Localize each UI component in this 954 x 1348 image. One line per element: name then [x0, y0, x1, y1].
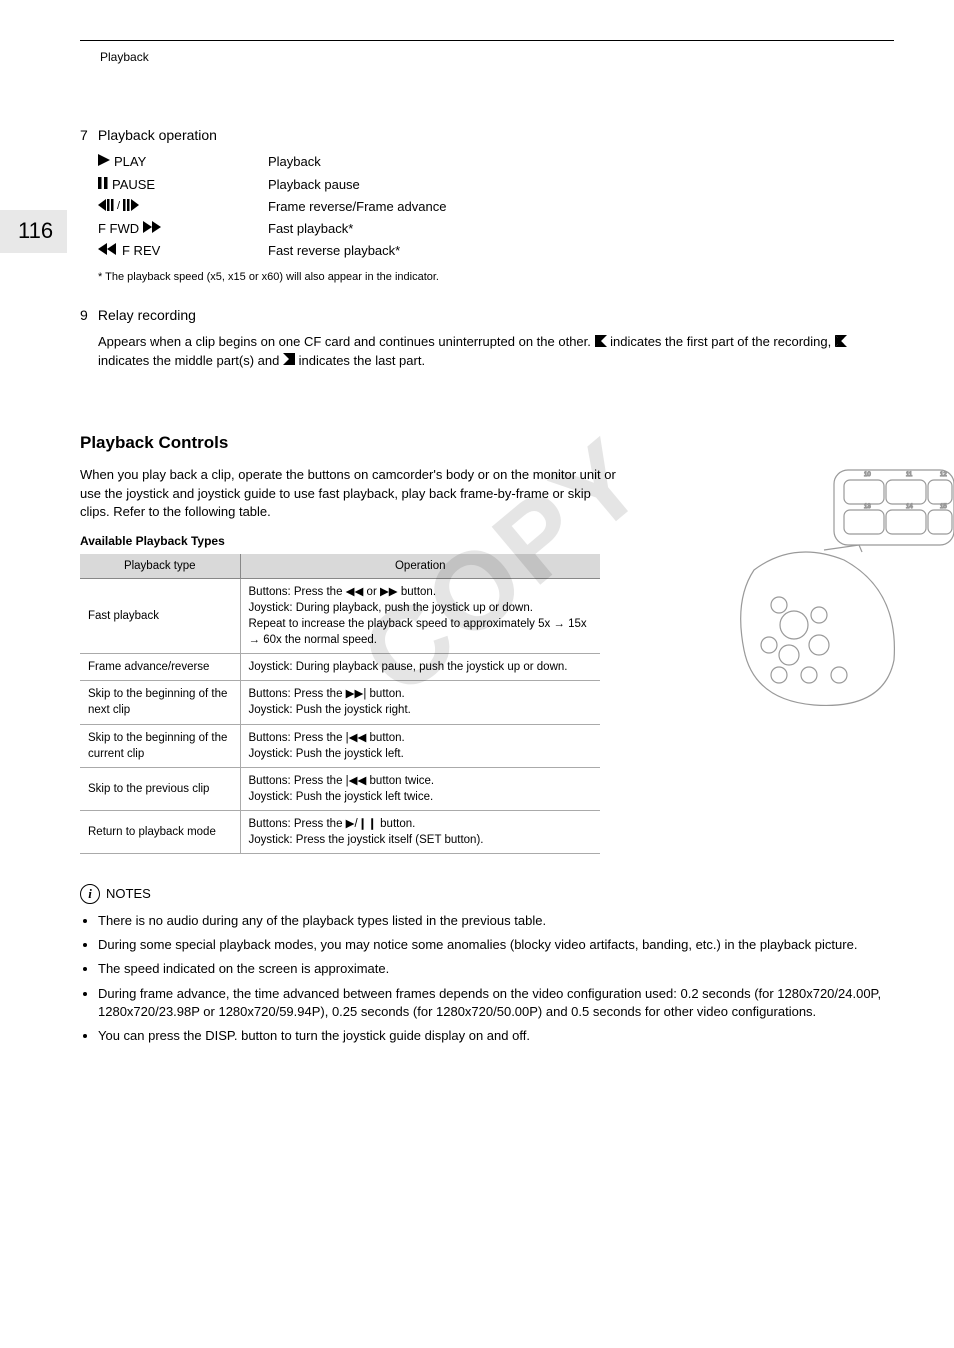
op-label: F REV	[122, 242, 160, 260]
frev-icon	[98, 242, 118, 260]
relay-text-4: indicates the last part.	[299, 353, 425, 368]
op-desc: Fast playback*	[268, 220, 894, 238]
relay-text-2: indicates the first part of the recordin…	[610, 334, 835, 349]
relay-first-icon	[595, 334, 607, 352]
notes-list: There is no audio during any of the play…	[80, 912, 894, 1045]
info-icon: i	[80, 884, 100, 904]
cell-operation: Buttons: Press the ▶/❙❙ button. Joystick…	[240, 810, 600, 853]
svg-text:15: 15	[940, 504, 947, 510]
op-label: PLAY	[114, 153, 146, 171]
item7-footnote: * The playback speed (x5, x15 or x60) wi…	[98, 270, 894, 285]
list-item: There is no audio during any of the play…	[98, 912, 894, 930]
col-operation: Operation	[240, 554, 600, 579]
item7-num: 7	[80, 126, 94, 146]
relay-text-3: indicates the middle part(s) and	[98, 353, 283, 368]
op-label: PAUSE	[112, 176, 155, 194]
playback-table: Playback type Operation Fast playbackBut…	[80, 554, 600, 854]
list-item: During some special playback modes, you …	[98, 936, 894, 954]
controls-subhead: Available Playback Types	[80, 533, 894, 550]
list-item: During frame advance, the time advanced …	[98, 985, 894, 1021]
table-row: Skip to the beginning of the current cli…	[80, 724, 600, 767]
relay-text-1: Appears when a clip begins on one CF car…	[98, 334, 595, 349]
item7-text: Playback operation	[98, 127, 217, 143]
relay-last-icon	[283, 352, 295, 370]
op-desc: Playback	[268, 153, 894, 171]
cell-operation: Buttons: Press the ◀◀ or ▶▶ button. Joys…	[240, 578, 600, 653]
col-playback-type: Playback type	[80, 554, 240, 579]
controls-heading: Playback Controls	[80, 431, 894, 455]
section-header: Playback	[100, 49, 894, 66]
ffwd-icon	[143, 220, 163, 238]
list-item: The speed indicated on the screen is app…	[98, 960, 894, 978]
relay-middle-icon	[835, 334, 847, 352]
op-desc: Frame reverse/Frame advance	[268, 198, 894, 216]
svg-text:14: 14	[906, 504, 913, 510]
pause-icon	[98, 176, 108, 194]
item9-num: 9	[80, 306, 94, 326]
op-label: F FWD	[98, 220, 139, 238]
cell-type: Skip to the beginning of the current cli…	[80, 724, 240, 767]
cell-operation: Joystick: During playback pause, push th…	[240, 654, 600, 681]
item9-body: Appears when a clip begins on one CF car…	[98, 333, 894, 370]
op-desc: Fast reverse playback*	[268, 242, 894, 260]
table-row: Skip to the beginning of the next clipBu…	[80, 681, 600, 724]
cell-operation: Buttons: Press the |◀◀ button. Joystick:…	[240, 724, 600, 767]
svg-text:12: 12	[940, 472, 947, 478]
notes-label: NOTES	[106, 885, 151, 903]
item9-heading: 9 Relay recording	[80, 306, 894, 326]
playback-op-list: PLAY Playback PAUSE Playback pause / Fra…	[98, 153, 894, 260]
svg-text:/: /	[117, 200, 121, 211]
op-row: F FWD Fast playback*	[98, 220, 894, 238]
table-row: Fast playbackButtons: Press the ◀◀ or ▶▶…	[80, 578, 600, 653]
cell-type: Skip to the previous clip	[80, 767, 240, 810]
op-row: PLAY Playback	[98, 153, 894, 171]
list-item: You can press the DISP. button to turn t…	[98, 1027, 894, 1045]
play-icon	[98, 153, 110, 171]
cell-type: Frame advance/reverse	[80, 654, 240, 681]
cell-operation: Buttons: Press the |◀◀ button twice. Joy…	[240, 767, 600, 810]
op-row: PAUSE Playback pause	[98, 176, 894, 194]
table-row: Skip to the previous clipButtons: Press …	[80, 767, 600, 810]
op-row: / Frame reverse/Frame advance	[98, 198, 894, 216]
op-desc: Playback pause	[268, 176, 894, 194]
item9-text: Relay recording	[98, 307, 196, 323]
top-rule	[80, 40, 894, 41]
op-row: F REV Fast reverse playback*	[98, 242, 894, 260]
notes-heading: i NOTES	[80, 884, 894, 904]
cell-operation: Buttons: Press the ▶▶| button. Joystick:…	[240, 681, 600, 724]
table-row: Frame advance/reverseJoystick: During pl…	[80, 654, 600, 681]
cell-type: Fast playback	[80, 578, 240, 653]
cell-type: Skip to the beginning of the next clip	[80, 681, 240, 724]
table-row: Return to playback modeButtons: Press th…	[80, 810, 600, 853]
cell-type: Return to playback mode	[80, 810, 240, 853]
controls-intro: When you play back a clip, operate the b…	[80, 466, 620, 521]
svg-text:11: 11	[906, 472, 913, 478]
frame-rev-icon: /	[98, 198, 142, 216]
page-number: 116	[0, 210, 67, 253]
item7-heading: 7 Playback operation	[80, 126, 894, 146]
